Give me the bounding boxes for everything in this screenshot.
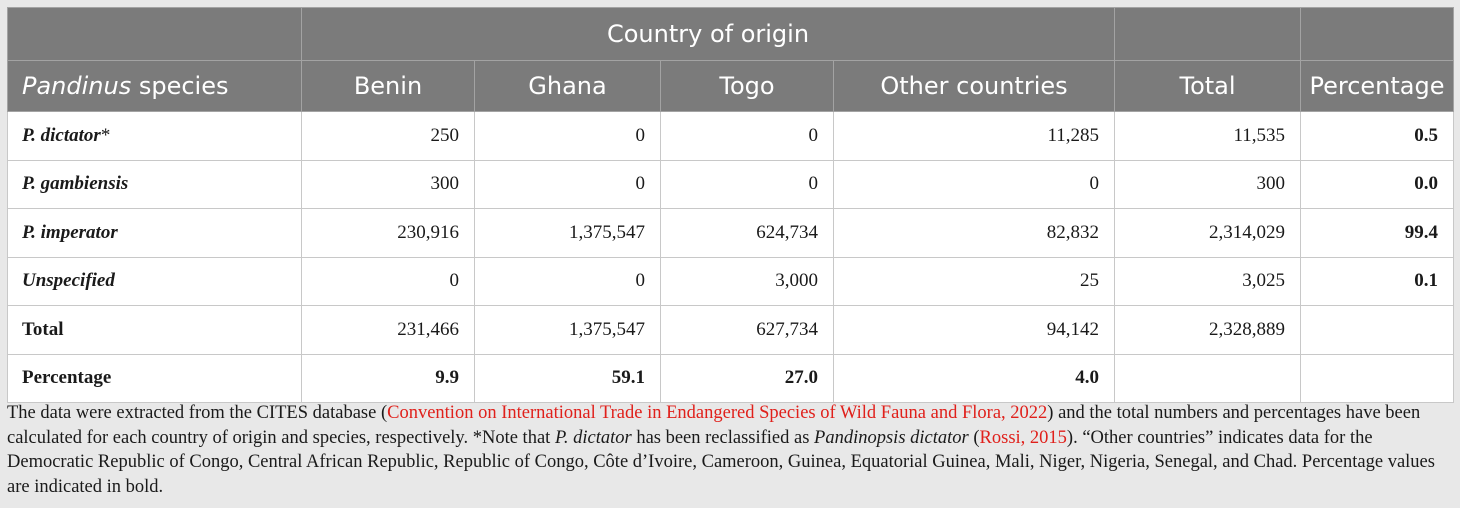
row-label-text: P. dictator bbox=[22, 124, 101, 146]
footnote-text: ). “Other countries” indicates data for … bbox=[7, 427, 1435, 497]
species-column-header: Pandinus species bbox=[7, 60, 302, 112]
table-cell: 59.1 bbox=[474, 353, 661, 403]
table-cell: 2,328,889 bbox=[1114, 305, 1302, 355]
column-header-ghana: Ghana bbox=[474, 60, 661, 112]
header-empty-cell bbox=[7, 7, 302, 61]
table-cell bbox=[1300, 305, 1455, 355]
table-cell: 0 bbox=[474, 159, 661, 209]
table-cell: 300 bbox=[1114, 159, 1302, 209]
table-cell bbox=[1300, 353, 1455, 403]
table-cell: 25 bbox=[832, 256, 1116, 306]
table-body: P. dictator* 250 0 0 11,285 11,535 0.5 P. gambi… bbox=[7, 111, 1455, 403]
species-origin-table: Country of origin Pandinus species Benin… bbox=[7, 7, 1455, 403]
table-cell: 0 bbox=[474, 111, 661, 161]
column-header-other-countries: Other countries bbox=[832, 60, 1116, 112]
table-cell: 99.4 bbox=[1300, 208, 1455, 258]
table-row: Total 231,466 1,375,547 627,734 94,142 2,328,… bbox=[7, 305, 1455, 355]
country-of-origin-header: Country of origin bbox=[300, 7, 1116, 61]
species-word: species bbox=[131, 72, 229, 100]
table-cell bbox=[1114, 353, 1302, 403]
header-row-columns: Pandinus species Benin Ghana Togo Other … bbox=[7, 60, 1455, 112]
table-row: P. imperator 230,916 1,375,547 624,734 82,83… bbox=[7, 208, 1455, 258]
table-cell: 0.1 bbox=[1300, 256, 1455, 306]
row-label-text: Percentage bbox=[22, 367, 112, 389]
row-label: Percentage bbox=[7, 353, 302, 403]
table-cell: 9.9 bbox=[301, 353, 475, 403]
footnote-text: ( bbox=[968, 427, 980, 448]
column-header-total: Total bbox=[1114, 60, 1302, 112]
header-empty-cell bbox=[1114, 7, 1302, 61]
row-label: Unspecified bbox=[7, 256, 302, 306]
footnote-text: ) and the total numbers and percentages … bbox=[7, 403, 1421, 448]
table-cell: 82,832 bbox=[832, 208, 1116, 258]
column-header-benin: Benin bbox=[301, 60, 475, 112]
footnote-text: The data were extracted from the CITES d… bbox=[7, 403, 388, 423]
footnote-species-name: Pandinopsis dictator bbox=[814, 427, 969, 448]
row-label: P. dictator* bbox=[7, 111, 302, 161]
footnote-text: has been reclassified as bbox=[631, 427, 815, 448]
genus-name: Pandinus bbox=[22, 72, 132, 100]
table-cell: 250 bbox=[301, 111, 475, 161]
table-cell: 300 bbox=[301, 159, 475, 209]
table-cell: 1,375,547 bbox=[474, 208, 661, 258]
reference-link-rossi[interactable]: Rossi, 2015 bbox=[979, 427, 1067, 448]
row-label: P. imperator bbox=[7, 208, 302, 258]
table-cell: 1,375,547 bbox=[474, 305, 661, 355]
table-row: P. dictator* 250 0 0 11,285 11,535 0.5 bbox=[7, 111, 1455, 161]
column-header-percentage: Percentage bbox=[1300, 60, 1455, 112]
row-label-text: P. gambiensis bbox=[22, 173, 129, 195]
footnote-species-name: P. dictator bbox=[554, 427, 632, 448]
row-label: P. gambiensis bbox=[7, 159, 302, 209]
table-cell: 0 bbox=[474, 256, 661, 306]
table-cell: 0 bbox=[832, 159, 1116, 209]
column-header-togo: Togo bbox=[660, 60, 834, 112]
table-cell: 27.0 bbox=[660, 353, 834, 403]
table-cell: 11,535 bbox=[1114, 111, 1302, 161]
table-cell: 3,025 bbox=[1114, 256, 1302, 306]
table-row: P. gambiensis 300 0 0 0 300 0.0 bbox=[7, 159, 1455, 209]
table-cell: 2,314,029 bbox=[1114, 208, 1302, 258]
table-cell: 94,142 bbox=[832, 305, 1116, 355]
table-cell: 0 bbox=[660, 111, 834, 161]
row-label-text: P. imperator bbox=[22, 221, 118, 243]
header-empty-cell bbox=[1300, 7, 1455, 61]
table-cell: 231,466 bbox=[301, 305, 475, 355]
table-cell: 0.5 bbox=[1300, 111, 1455, 161]
row-label-text: Unspecified bbox=[22, 270, 115, 292]
row-label-text: Total bbox=[22, 318, 64, 340]
footnote-marker: * bbox=[100, 124, 111, 146]
reference-link-cites[interactable]: Convention on International Trade in End… bbox=[387, 403, 1048, 423]
table-row: Percentage 9.9 59.1 27.0 4.0 bbox=[7, 353, 1455, 403]
table-cell: 0 bbox=[660, 159, 834, 209]
table-footnote: The data were extracted from the CITES d… bbox=[7, 401, 1457, 499]
row-label: Total bbox=[7, 305, 302, 355]
table-cell: 11,285 bbox=[832, 111, 1116, 161]
table-cell: 624,734 bbox=[660, 208, 834, 258]
table-cell: 3,000 bbox=[660, 256, 834, 306]
table-row: Unspecified 0 0 3,000 25 3,025 0.1 bbox=[7, 256, 1455, 306]
table-cell: 0 bbox=[301, 256, 475, 306]
table-cell: 230,916 bbox=[301, 208, 475, 258]
table-cell: 627,734 bbox=[660, 305, 834, 355]
table-cell: 0.0 bbox=[1300, 159, 1455, 209]
table-cell: 4.0 bbox=[832, 353, 1116, 403]
header-row-group: Country of origin bbox=[7, 7, 1455, 61]
